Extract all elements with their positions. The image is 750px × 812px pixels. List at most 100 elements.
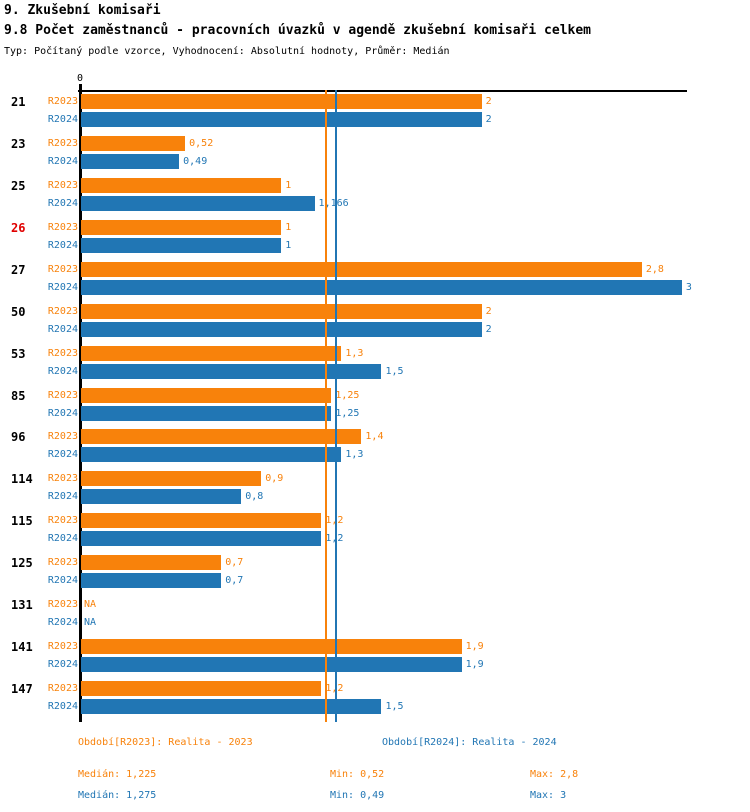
- bar: [81, 531, 322, 547]
- stat-min-r2023: Min: 0,52: [330, 769, 385, 780]
- median-line: [335, 90, 338, 722]
- bar: [81, 639, 462, 655]
- series-label: R2023: [47, 473, 78, 485]
- series-label: R2024: [47, 407, 78, 419]
- value-label: 1,5: [385, 365, 404, 377]
- series-label: R2024: [47, 155, 78, 167]
- series-label: R2024: [47, 281, 78, 293]
- value-label: NA: [84, 599, 97, 611]
- series-label: R2023: [47, 221, 78, 233]
- value-label: 1: [285, 239, 292, 251]
- value-label: 0,8: [245, 491, 264, 503]
- category-label: 131: [11, 598, 33, 613]
- bar: [81, 135, 186, 151]
- value-label: 2: [485, 96, 492, 107]
- report-title: 9. Zkušební komisaři: [4, 3, 161, 18]
- category-label: 26: [11, 220, 26, 235]
- value-label: 2: [485, 323, 492, 335]
- stat-max-r2023: Max: 2,8: [530, 769, 579, 780]
- bar: [81, 112, 482, 127]
- value-label: 1,4: [365, 431, 384, 443]
- bar: [81, 303, 482, 319]
- series-label: R2024: [47, 575, 78, 587]
- bar: [81, 699, 382, 715]
- value-label: 1,9: [465, 641, 484, 653]
- value-label: 0,9: [265, 473, 284, 485]
- value-label: 1,25: [335, 389, 360, 401]
- bar: [81, 195, 315, 211]
- bar: [81, 513, 322, 529]
- bar: [81, 573, 222, 589]
- value-label: 2: [485, 305, 492, 317]
- value-label: NA: [84, 617, 97, 629]
- value-label: 2: [485, 114, 492, 125]
- category-label: 125: [11, 556, 33, 571]
- series-label: R2024: [47, 533, 78, 545]
- stat-max-r2024: Max: 3: [530, 790, 567, 801]
- legend-period-r2023: Období[R2023]: Realita - 2023: [78, 737, 253, 748]
- series-label: R2023: [47, 263, 78, 275]
- value-label: 0,7: [225, 575, 244, 587]
- value-label: 1,5: [385, 701, 404, 713]
- value-label: 1: [285, 179, 292, 191]
- series-label: R2024: [47, 197, 78, 209]
- series-label: R2023: [47, 137, 78, 149]
- value-label: 1,2: [325, 533, 343, 544]
- category-label: 141: [11, 640, 33, 655]
- value-label: 1,2: [325, 683, 343, 694]
- stat-median-r2024: Medián: 1,275: [78, 790, 157, 801]
- report-meta: Typ: Počítaný podle vzorce, Vyhodnocení:…: [4, 46, 450, 57]
- series-label: R2024: [47, 114, 78, 125]
- series-label: R2023: [47, 179, 78, 191]
- y-axis-line: [79, 84, 82, 722]
- series-label: R2023: [47, 389, 78, 401]
- value-label: 1,25: [335, 407, 360, 419]
- stat-median-r2023: Medián: 1,225: [78, 769, 157, 780]
- x-axis-zero-label: 0: [76, 73, 84, 84]
- value-label: 1,2: [325, 515, 343, 526]
- series-label: R2024: [47, 659, 78, 671]
- value-label: 1,3: [345, 449, 364, 461]
- value-label: 1,3: [345, 347, 364, 359]
- bar: [81, 387, 332, 403]
- bar: [81, 261, 642, 277]
- bar: [81, 681, 322, 697]
- category-label: 53: [11, 346, 26, 361]
- category-label: 21: [11, 95, 26, 109]
- series-label: R2024: [47, 491, 78, 503]
- value-label: 0,7: [225, 557, 244, 569]
- value-label: 1: [285, 221, 292, 233]
- x-axis-line: [78, 90, 687, 92]
- bar: [81, 405, 332, 421]
- bar: [81, 237, 282, 253]
- bar: [81, 219, 282, 235]
- series-label: R2023: [47, 96, 78, 107]
- series-label: R2024: [47, 239, 78, 251]
- category-label: 115: [11, 514, 33, 529]
- bar: [81, 94, 482, 109]
- category-label: 27: [11, 262, 26, 277]
- category-label: 85: [11, 388, 26, 403]
- series-label: R2023: [47, 599, 78, 611]
- bar: [81, 429, 362, 445]
- bar: [81, 177, 282, 193]
- value-label: 0,49: [183, 155, 208, 167]
- bar: [81, 657, 462, 673]
- series-label: R2023: [47, 347, 78, 359]
- bar: [81, 555, 222, 571]
- series-label: R2023: [47, 641, 78, 653]
- category-label: 25: [11, 178, 26, 193]
- value-label: 1,166: [318, 197, 349, 209]
- category-label: 114: [11, 472, 33, 487]
- category-label: 96: [11, 430, 26, 445]
- value-label: 0,52: [189, 137, 214, 149]
- report-subtitle: 9.8 Počet zaměstnanců - pracovních úvazk…: [4, 23, 591, 38]
- median-line: [325, 90, 328, 722]
- series-label: R2024: [47, 617, 78, 629]
- bar: [81, 363, 382, 379]
- bar: [81, 153, 180, 169]
- series-label: R2024: [47, 323, 78, 335]
- series-label: R2023: [47, 557, 78, 569]
- value-label: 2,8: [645, 263, 664, 275]
- series-label: R2023: [47, 515, 78, 527]
